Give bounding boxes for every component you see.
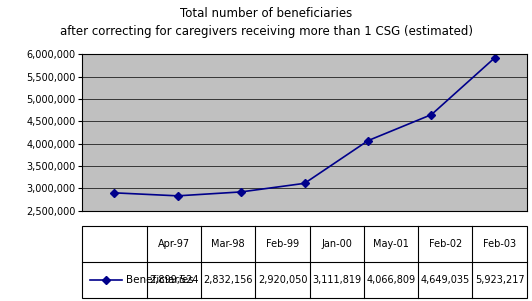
Text: Apr-97: Apr-97 <box>158 239 190 249</box>
Text: 4,066,809: 4,066,809 <box>367 275 415 285</box>
Text: 2,920,050: 2,920,050 <box>258 275 307 285</box>
Text: Feb-99: Feb-99 <box>266 239 299 249</box>
Text: Total number of beneficiaries: Total number of beneficiaries <box>180 7 352 20</box>
Text: 4,649,035: 4,649,035 <box>421 275 470 285</box>
Text: May-01: May-01 <box>373 239 409 249</box>
Text: after correcting for caregivers receiving more than 1 CSG (estimated): after correcting for caregivers receivin… <box>60 25 472 38</box>
Text: Mar-98: Mar-98 <box>211 239 245 249</box>
Text: Beneficiaries: Beneficiaries <box>126 275 194 285</box>
Text: 2,899,524: 2,899,524 <box>149 275 199 285</box>
Text: 3,111,819: 3,111,819 <box>312 275 361 285</box>
Text: Feb-03: Feb-03 <box>483 239 516 249</box>
Text: 2,832,156: 2,832,156 <box>204 275 253 285</box>
Text: Feb-02: Feb-02 <box>429 239 462 249</box>
Text: Jan-00: Jan-00 <box>321 239 352 249</box>
Text: 5,923,217: 5,923,217 <box>475 275 525 285</box>
